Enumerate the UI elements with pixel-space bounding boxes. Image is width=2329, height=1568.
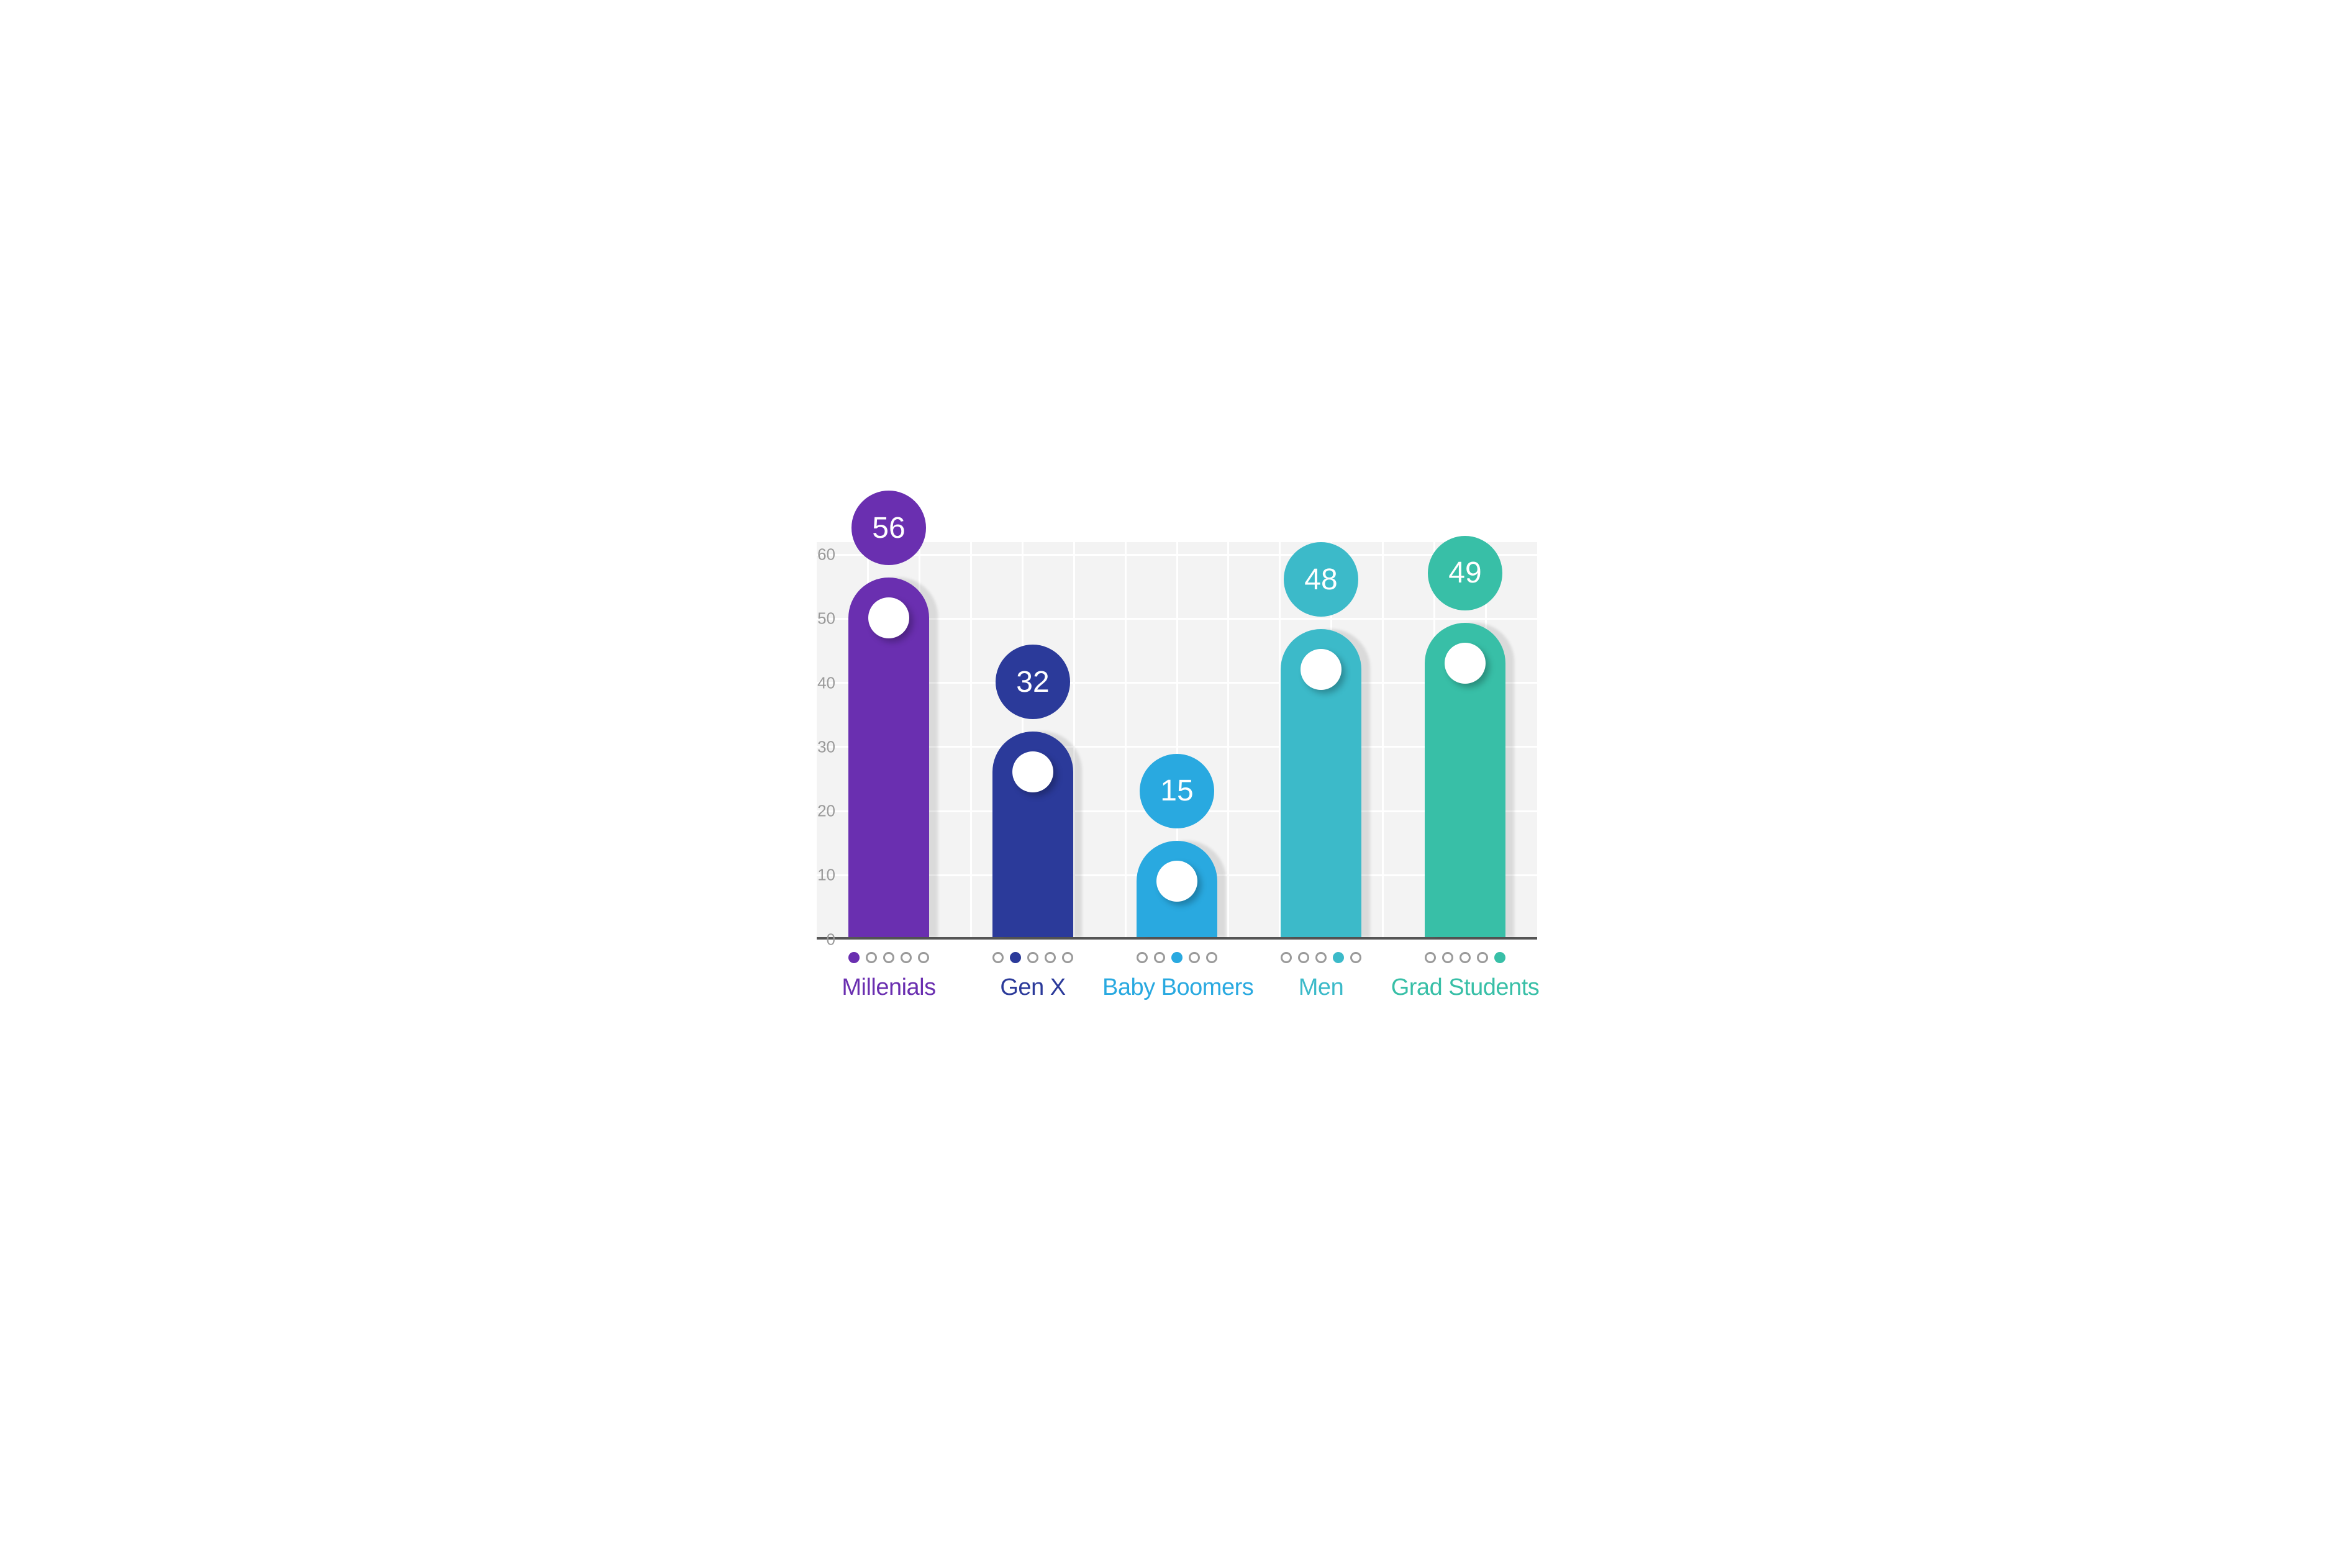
x-axis-label: Gen X <box>958 974 1107 1001</box>
y-tick-label: 10 <box>798 866 835 885</box>
indicator-dot-row <box>1102 952 1251 963</box>
x-axis-label: Men <box>1246 974 1396 1001</box>
indicator-dot <box>1189 952 1200 963</box>
value-badge-text: 48 <box>1304 563 1337 597</box>
indicator-dot-active <box>1171 952 1183 963</box>
bar-inner-dot <box>1012 751 1053 792</box>
indicator-dot <box>1477 952 1488 963</box>
indicator-dot <box>992 952 1004 963</box>
bar-group: 49 <box>1425 623 1505 937</box>
indicator-dot <box>1350 952 1361 963</box>
x-axis-item: Grad Students <box>1391 952 1540 1001</box>
x-axis-item: Gen X <box>958 952 1107 1001</box>
indicator-dot <box>1137 952 1148 963</box>
indicator-dot <box>1206 952 1217 963</box>
x-axis-label: Grad Students <box>1391 974 1540 1001</box>
y-tick-label: 0 <box>798 930 835 949</box>
bar-group: 32 <box>992 732 1073 936</box>
bar-group: 56 <box>848 578 929 936</box>
y-tick-label: 60 <box>798 545 835 564</box>
plot-area: 5632154849 <box>817 542 1537 940</box>
indicator-dot-active <box>1494 952 1505 963</box>
value-badge-text: 56 <box>872 511 905 545</box>
x-axis-label: Baby Boomers <box>1102 974 1251 1001</box>
grid-line-vertical <box>1382 542 1384 937</box>
x-axis-item: Men <box>1246 952 1396 1001</box>
y-tick-label: 50 <box>798 609 835 628</box>
indicator-dot-active <box>848 952 860 963</box>
indicator-dot <box>1045 952 1056 963</box>
indicator-dot <box>1062 952 1073 963</box>
indicator-dot <box>1027 952 1038 963</box>
indicator-dot-active <box>1010 952 1021 963</box>
grid-line-vertical <box>1125 542 1127 937</box>
grid-line-vertical <box>970 542 972 937</box>
value-badge-text: 49 <box>1448 556 1481 590</box>
value-badge-text: 32 <box>1016 665 1049 699</box>
grid-line-horizontal <box>817 554 1537 556</box>
value-badge: 56 <box>851 491 926 565</box>
value-badge-text: 15 <box>1160 774 1193 808</box>
indicator-dot <box>918 952 929 963</box>
x-axis-item: Millenials <box>814 952 963 1001</box>
indicator-dot-row <box>1246 952 1396 963</box>
y-tick-label: 20 <box>798 802 835 821</box>
indicator-dot <box>1315 952 1327 963</box>
bar-inner-dot <box>1301 649 1342 690</box>
bar-group: 48 <box>1281 629 1361 936</box>
y-tick-label: 40 <box>798 673 835 692</box>
indicator-dot <box>883 952 894 963</box>
indicator-dot-row <box>958 952 1107 963</box>
indicator-dot <box>1460 952 1471 963</box>
indicator-dot <box>1281 952 1292 963</box>
indicator-dot <box>1442 952 1453 963</box>
indicator-dot <box>1298 952 1309 963</box>
indicator-dot <box>1425 952 1436 963</box>
value-badge: 15 <box>1140 754 1214 828</box>
x-axis-label: Millenials <box>814 974 963 1001</box>
indicator-dot <box>866 952 877 963</box>
indicator-dot <box>1154 952 1165 963</box>
indicator-dot-active <box>1333 952 1344 963</box>
y-tick-label: 30 <box>798 737 835 756</box>
bar-inner-dot <box>1445 643 1486 684</box>
bar-chart: 5632154849 MillenialsGen XBaby BoomersMe… <box>767 517 1562 1051</box>
indicator-dot-row <box>814 952 963 963</box>
bar-inner-dot <box>868 597 909 638</box>
indicator-dot <box>901 952 912 963</box>
value-badge: 32 <box>996 645 1070 719</box>
grid-line-vertical <box>1227 542 1229 937</box>
bar-inner-dot <box>1156 861 1197 902</box>
bar-group: 15 <box>1137 841 1217 937</box>
x-axis-item: Baby Boomers <box>1102 952 1251 1001</box>
value-badge: 48 <box>1284 542 1358 617</box>
value-badge: 49 <box>1428 536 1502 610</box>
indicator-dot-row <box>1391 952 1540 963</box>
